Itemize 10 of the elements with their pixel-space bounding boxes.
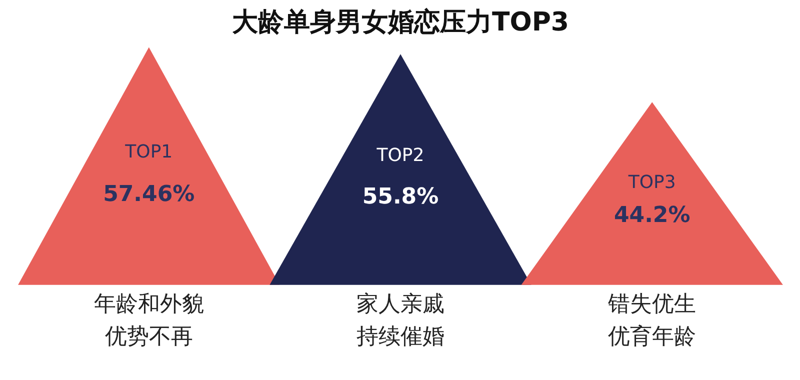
text: 大龄单身男女婚恋压力TOP3 — [232, 8, 569, 38]
data-label: 55.8% — [362, 184, 439, 210]
data-label: 44.2% — [614, 202, 690, 228]
category-label: 年龄和外貌优势不再 — [94, 292, 204, 350]
category-label: 错失优生优育年龄 — [607, 292, 696, 350]
text: TOP1 — [124, 141, 173, 162]
data-label: 57.46% — [103, 182, 195, 208]
text: TOP2 — [376, 145, 424, 166]
category-label: 家人亲戚持续催婚 — [356, 292, 444, 350]
text: TOP3 — [627, 172, 676, 194]
